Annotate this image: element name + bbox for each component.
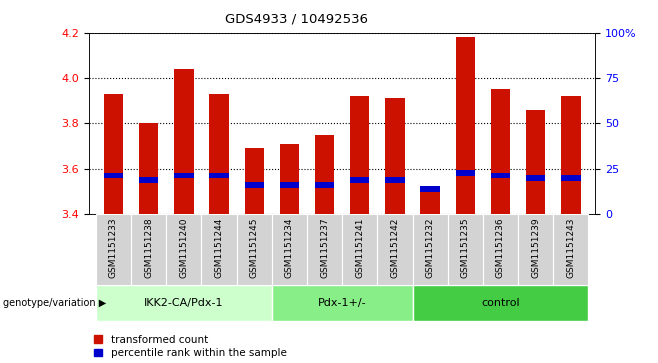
- Bar: [413, 285, 588, 321]
- Text: GSM1151235: GSM1151235: [461, 218, 470, 278]
- Bar: [245, 148, 264, 214]
- Bar: [131, 214, 166, 285]
- Bar: [420, 186, 440, 192]
- Bar: [139, 123, 159, 214]
- Bar: [307, 214, 342, 285]
- Bar: [518, 214, 553, 285]
- Text: Pdx-1+/-: Pdx-1+/-: [318, 298, 367, 308]
- Text: GSM1151234: GSM1151234: [285, 218, 294, 278]
- Text: GDS4933 / 10492536: GDS4933 / 10492536: [224, 13, 368, 26]
- Bar: [483, 214, 518, 285]
- Bar: [96, 285, 272, 321]
- Bar: [455, 37, 475, 214]
- Bar: [413, 214, 447, 285]
- Bar: [272, 214, 307, 285]
- Bar: [315, 135, 334, 214]
- Text: IKK2-CA/Pdx-1: IKK2-CA/Pdx-1: [144, 298, 224, 308]
- Bar: [447, 214, 483, 285]
- Bar: [491, 173, 510, 179]
- Text: GSM1151244: GSM1151244: [215, 218, 224, 278]
- Bar: [209, 94, 229, 214]
- Text: GSM1151242: GSM1151242: [390, 218, 399, 278]
- Bar: [386, 177, 405, 183]
- Bar: [350, 177, 369, 183]
- Bar: [553, 214, 588, 285]
- Bar: [491, 89, 510, 214]
- Bar: [245, 182, 264, 188]
- Text: genotype/variation ▶: genotype/variation ▶: [3, 298, 107, 308]
- Text: GSM1151241: GSM1151241: [355, 218, 365, 278]
- Text: GSM1151243: GSM1151243: [567, 218, 575, 278]
- Text: control: control: [481, 298, 520, 308]
- Text: GSM1151238: GSM1151238: [144, 218, 153, 278]
- Bar: [526, 175, 545, 181]
- Bar: [96, 214, 131, 285]
- Bar: [386, 98, 405, 214]
- Text: GSM1151237: GSM1151237: [320, 218, 329, 278]
- Bar: [315, 182, 334, 188]
- Text: GSM1151236: GSM1151236: [496, 218, 505, 278]
- Bar: [561, 96, 580, 214]
- Bar: [272, 285, 413, 321]
- Bar: [174, 69, 193, 214]
- Bar: [526, 110, 545, 214]
- Bar: [237, 214, 272, 285]
- Bar: [342, 214, 377, 285]
- Bar: [209, 173, 229, 179]
- Text: GSM1151232: GSM1151232: [426, 218, 435, 278]
- Bar: [455, 171, 475, 176]
- Bar: [377, 214, 413, 285]
- Bar: [166, 214, 201, 285]
- Text: GSM1151233: GSM1151233: [109, 218, 118, 278]
- Legend: transformed count, percentile rank within the sample: transformed count, percentile rank withi…: [94, 335, 287, 358]
- Bar: [201, 214, 237, 285]
- Bar: [420, 187, 440, 214]
- Bar: [280, 182, 299, 188]
- Bar: [561, 175, 580, 181]
- Text: GSM1151239: GSM1151239: [531, 218, 540, 278]
- Bar: [139, 177, 159, 183]
- Bar: [104, 173, 123, 179]
- Bar: [350, 96, 369, 214]
- Bar: [174, 173, 193, 179]
- Text: GSM1151245: GSM1151245: [249, 218, 259, 278]
- Bar: [280, 144, 299, 214]
- Bar: [104, 94, 123, 214]
- Text: GSM1151240: GSM1151240: [180, 218, 188, 278]
